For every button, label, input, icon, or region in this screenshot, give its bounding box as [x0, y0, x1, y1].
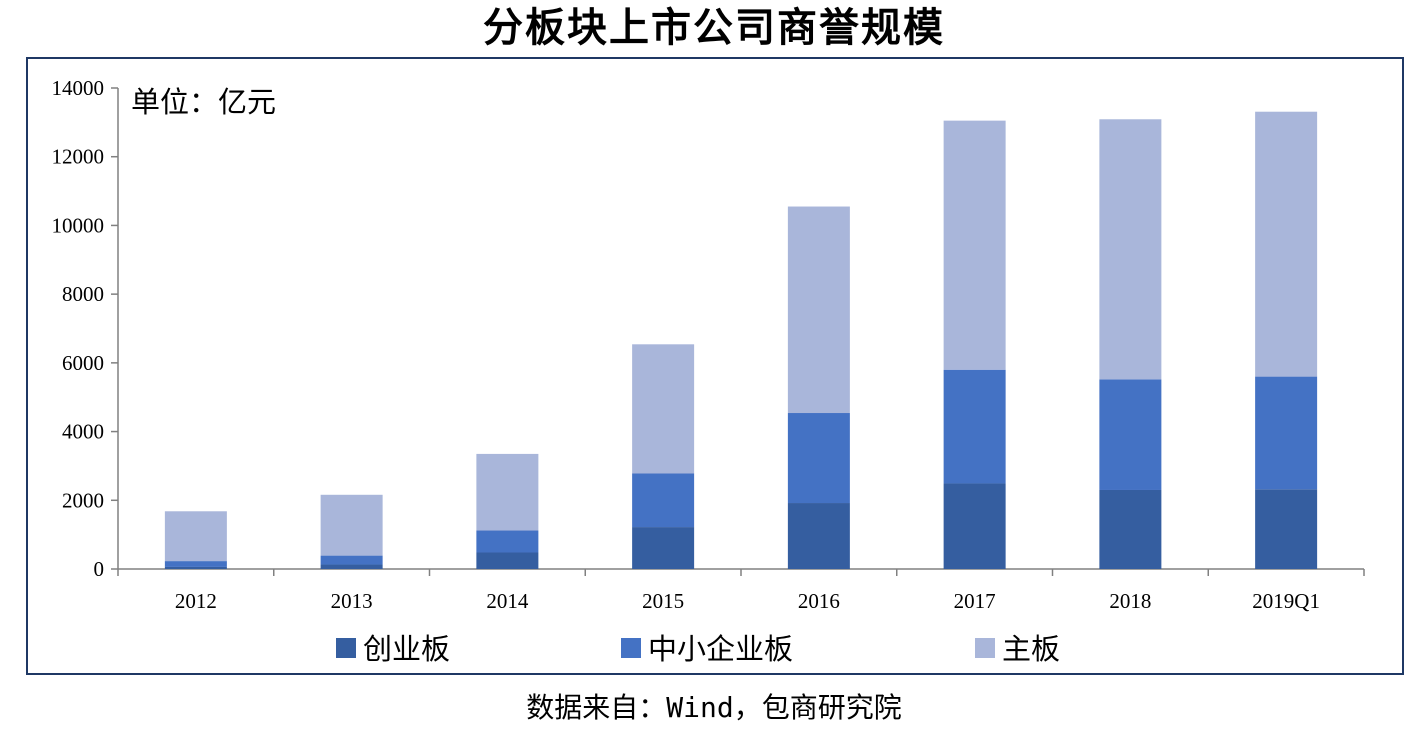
- x-tick-label: 2017: [954, 589, 996, 613]
- bar-zhongxiao-2015: [632, 473, 695, 528]
- bar-zhongxiao-2017: [943, 369, 1006, 484]
- legend-swatch: [336, 638, 356, 658]
- x-tick-label: 2012: [175, 589, 217, 613]
- x-tick-label: 2014: [486, 589, 529, 613]
- y-tick-label: 8000: [62, 282, 104, 306]
- legend-swatch: [975, 638, 995, 658]
- bar-chuangyeban-2016: [787, 503, 850, 569]
- bar-chuangyeban-2014: [476, 552, 539, 569]
- x-tick-label: 2015: [642, 589, 684, 613]
- bar-zhuban-2013: [320, 494, 383, 556]
- bar-zhongxiao-2016: [787, 413, 850, 504]
- bar-chuangyeban-2013: [320, 564, 383, 569]
- bar-zhuban-2015: [632, 344, 695, 474]
- bar-zhuban-2017: [943, 120, 1006, 370]
- x-tick-label: 2019Q1: [1252, 589, 1320, 613]
- legend-swatch: [621, 638, 641, 658]
- y-tick-label: 14000: [52, 76, 105, 100]
- bar-chuangyeban-2015: [632, 527, 695, 569]
- x-tick-label: 2016: [798, 589, 840, 613]
- bar-zhongxiao-2019Q1: [1255, 376, 1318, 490]
- y-tick-label: 10000: [52, 213, 105, 237]
- bar-chuangyeban-2019Q1: [1255, 489, 1318, 569]
- y-tick-label: 0: [94, 557, 105, 581]
- legend-label: 创业板: [363, 632, 450, 666]
- bar-zhuban-2018: [1099, 119, 1162, 380]
- y-tick-label: 12000: [52, 145, 105, 169]
- y-tick-label: 2000: [62, 488, 104, 512]
- legend-label: 中小企业板: [648, 632, 793, 666]
- x-tick-label: 2013: [331, 589, 373, 613]
- legend-label: 主板: [1002, 632, 1060, 666]
- bar-chuangyeban-2018: [1099, 489, 1162, 569]
- bar-zhuban-2016: [787, 206, 850, 414]
- bar-zhongxiao-2012: [164, 561, 227, 567]
- chart-title: 分板块上市公司商誉规模: [483, 4, 945, 51]
- y-tick-label: 6000: [62, 351, 104, 375]
- y-tick-label: 4000: [62, 420, 104, 444]
- bar-zhuban-2012: [164, 511, 227, 562]
- chart-frame: [26, 57, 1404, 675]
- bar-zhuban-2019Q1: [1255, 111, 1318, 377]
- bar-zhongxiao-2013: [320, 555, 383, 565]
- unit-label: 单位：亿元: [131, 85, 277, 119]
- bar-zhuban-2014: [476, 453, 539, 531]
- bar-zhongxiao-2018: [1099, 379, 1162, 490]
- bar-zhongxiao-2014: [476, 530, 539, 553]
- x-tick-label: 2018: [1109, 589, 1151, 613]
- source-note: 数据来自：Wind，包商研究院: [526, 691, 902, 724]
- bar-chuangyeban-2017: [943, 483, 1006, 569]
- bar-chuangyeban-2012: [164, 566, 227, 569]
